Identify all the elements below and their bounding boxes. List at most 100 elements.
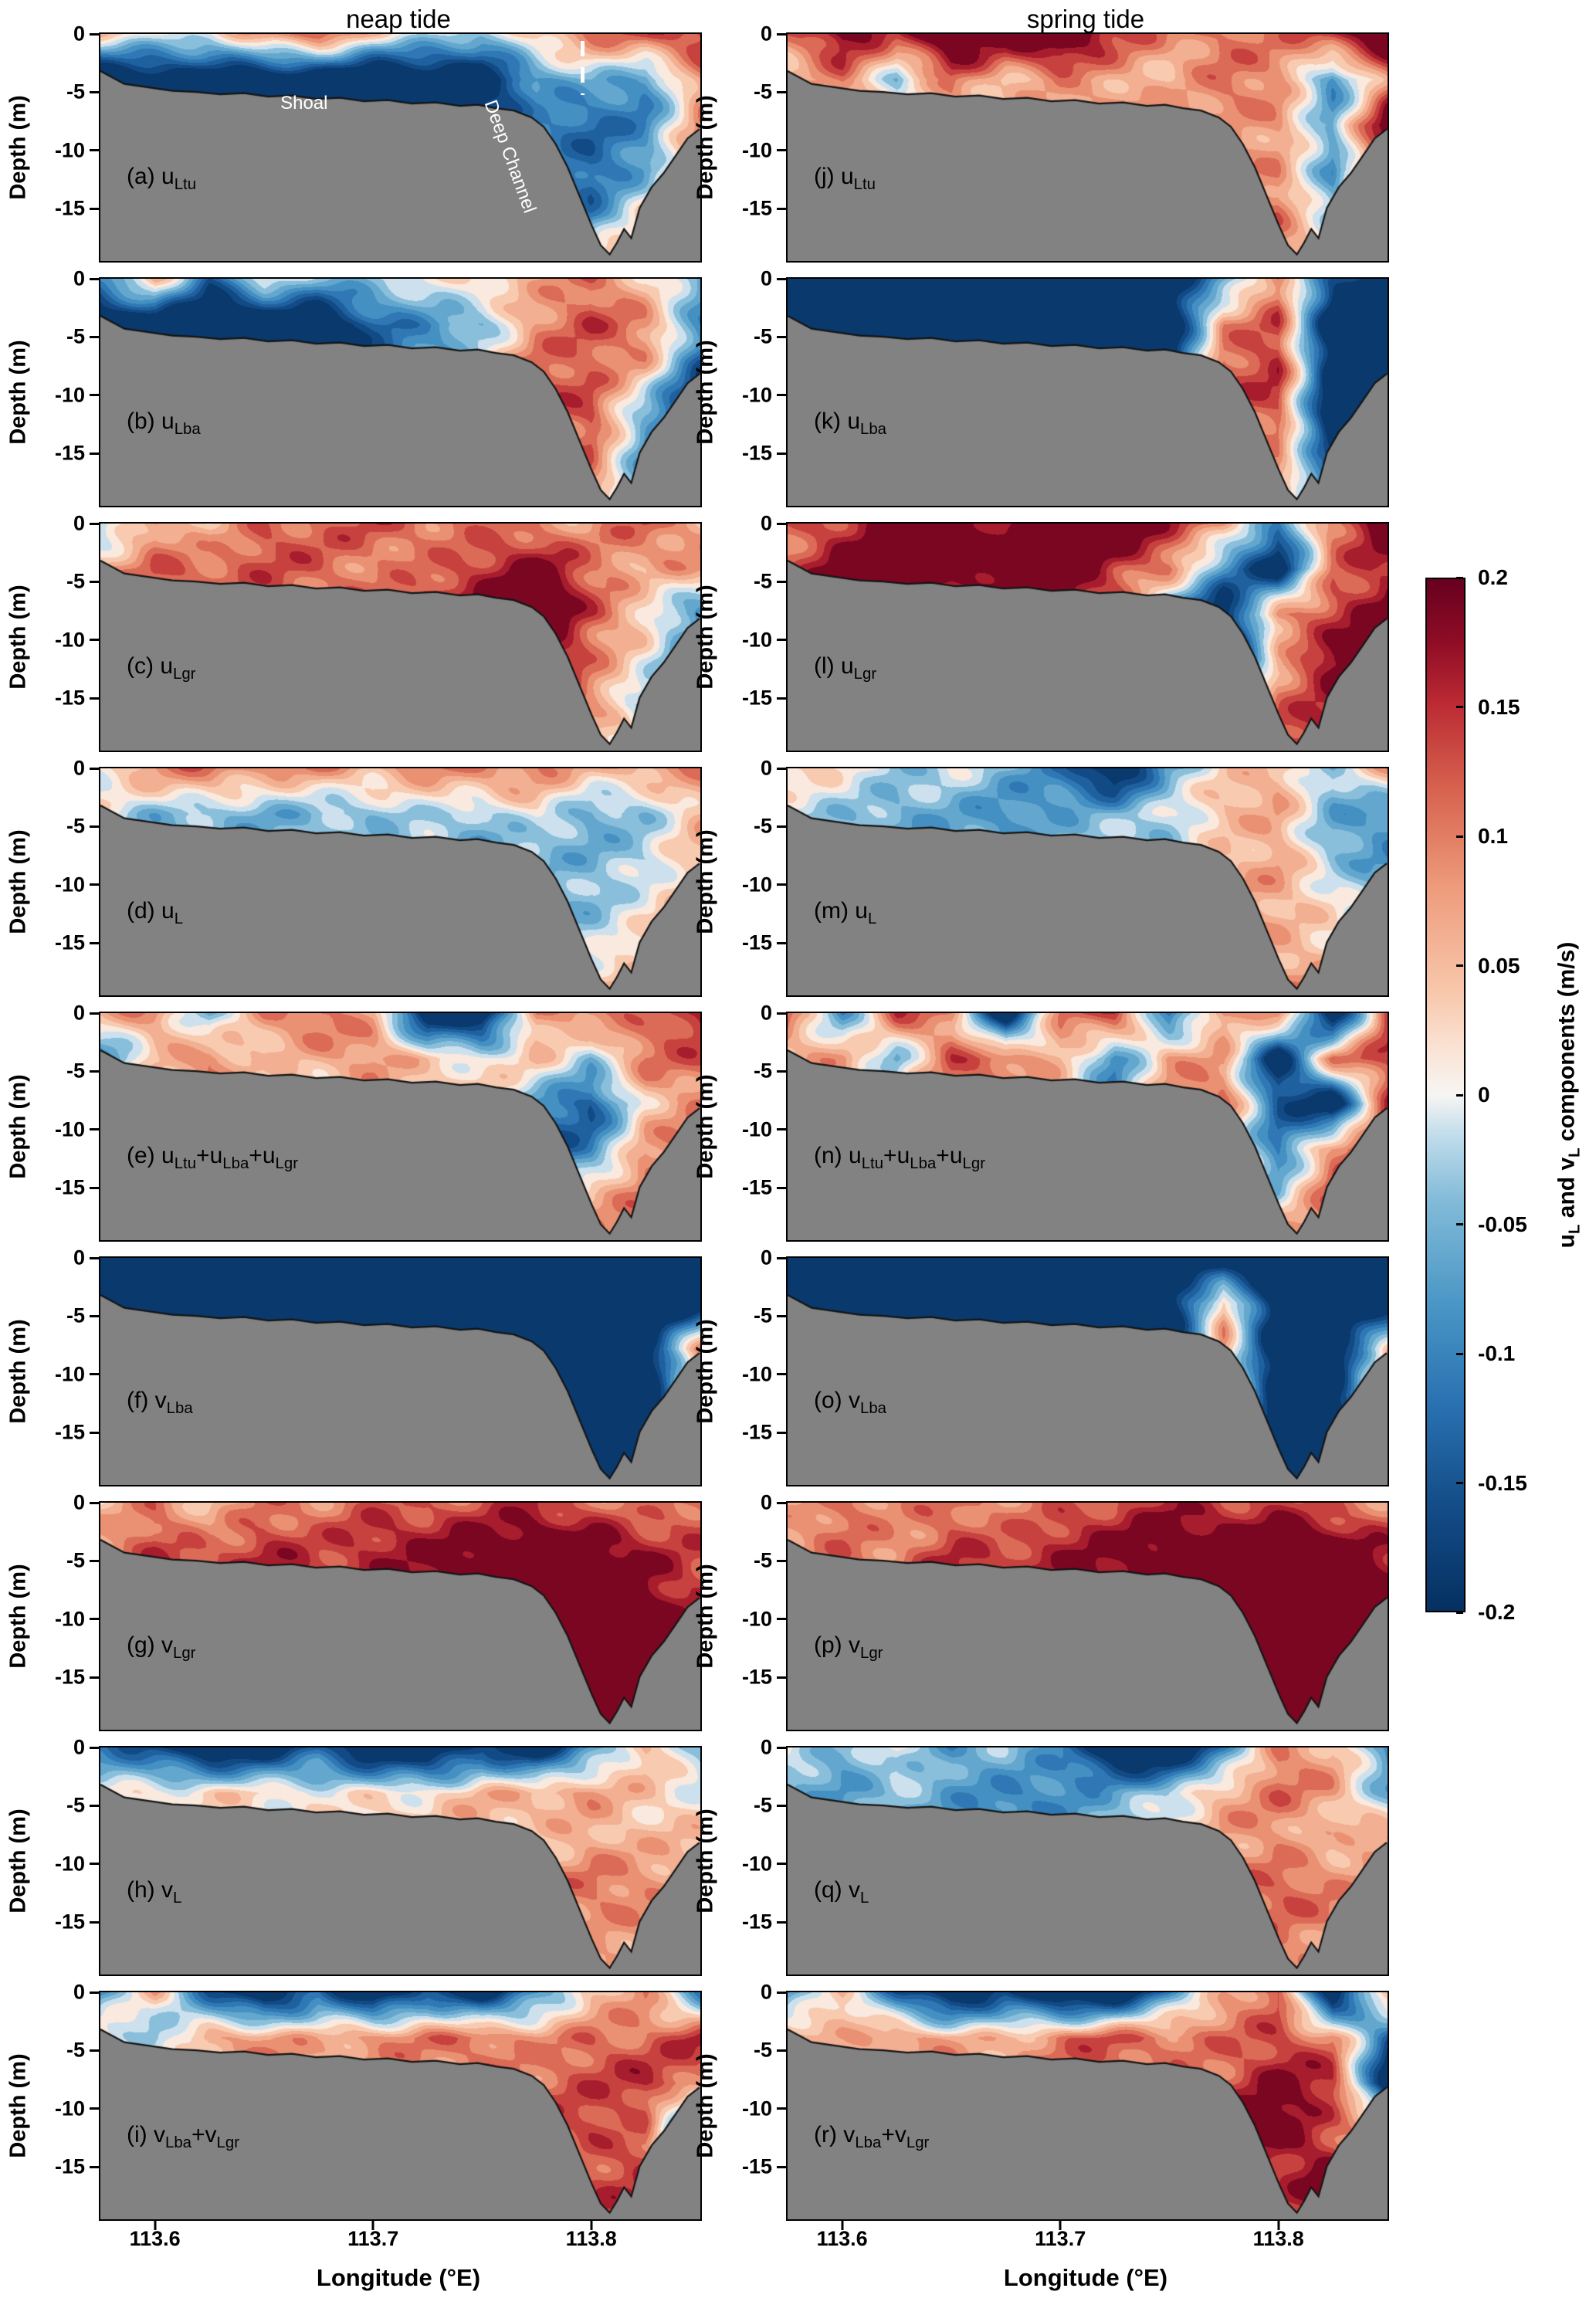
- y-tick-mark: [777, 2165, 786, 2168]
- y-tick-label: -15: [741, 686, 772, 710]
- colorbar-tick-label: 0.05: [1478, 953, 1520, 978]
- y-tick-mark: [777, 1920, 786, 1924]
- y-tick-label: -5: [66, 1303, 85, 1327]
- y-tick-label: 0: [73, 22, 85, 46]
- x-tick-mark: [590, 2221, 593, 2230]
- colorbar-tick-mark: [1456, 576, 1463, 579]
- y-tick-mark: [777, 767, 786, 770]
- y-tick-mark: [777, 32, 786, 36]
- y-tick-label: -10: [54, 1117, 85, 1141]
- y-tick-label: -5: [753, 80, 772, 103]
- y-tick-label: 0: [73, 1001, 85, 1025]
- y-tick-mark: [777, 2049, 786, 2052]
- y-tick-label: -5: [753, 1059, 772, 1083]
- contour-canvas: [788, 1503, 1388, 1730]
- contour-canvas: [788, 279, 1388, 506]
- x-tick-label: 113.7: [1035, 2227, 1086, 2250]
- panel-q: (q) vL Depth (m) 0 -5 -10 -15: [693, 1736, 1389, 1976]
- y-tick-mark: [90, 1069, 99, 1073]
- column-title-neap: neap tide: [346, 5, 451, 33]
- y-axis-label: Depth (m): [693, 829, 718, 934]
- y-tick-mark: [90, 1128, 99, 1131]
- panel-d: (d) uL Depth (m) 0 -5 -10 -15: [6, 757, 702, 997]
- y-tick-mark: [777, 1256, 786, 1259]
- y-tick-mark: [90, 207, 99, 210]
- panel-i: (i) vLba+vLgr Depth (m) 0 -5 -10 -15 113.6 113.…: [6, 1981, 702, 2250]
- x-tick-mark: [1059, 2221, 1062, 2230]
- panel-j: (j) uLtu Depth (m) 0 -5 -10 -15: [693, 22, 1389, 263]
- panel-b: (b) uLba Depth (m) 0 -5 -10 -15: [6, 267, 702, 507]
- y-tick-mark: [90, 1676, 99, 1679]
- y-tick-mark: [90, 1618, 99, 1621]
- y-tick-mark: [777, 883, 786, 886]
- panel-label: (h) vL: [127, 1877, 182, 1907]
- colorbar-tick-label: -0.1: [1478, 1341, 1516, 1365]
- panel-m: (m) uL Depth (m) 0 -5 -10 -15: [693, 757, 1389, 997]
- y-tick-mark: [777, 2107, 786, 2110]
- colorbar-tick-label: 0: [1478, 1083, 1490, 1107]
- x-axis-label-left: Longitude (°E): [316, 2264, 481, 2291]
- y-tick-label: -5: [753, 1303, 772, 1327]
- y-tick-mark: [777, 1676, 786, 1679]
- y-tick-mark: [90, 452, 99, 455]
- y-tick-mark: [777, 1069, 786, 1073]
- y-axis-label: Depth (m): [5, 1319, 31, 1424]
- y-tick-label: -5: [66, 1548, 85, 1572]
- y-tick-mark: [777, 452, 786, 455]
- y-tick-mark: [777, 522, 786, 525]
- colorbar: 0.2 0.15 0.1 0.05 0 -0.05 -0.1 -0.15 -0.2 uL and…: [1425, 565, 1584, 1624]
- panel-o: (o) vLba Depth (m) 0 -5 -10 -15: [693, 1246, 1389, 1486]
- y-tick-mark: [777, 1501, 786, 1504]
- contour-canvas: [788, 1013, 1388, 1240]
- y-tick-mark: [777, 1186, 786, 1189]
- y-tick-label: -10: [54, 1852, 85, 1876]
- colorbar-tick-mark: [1456, 1482, 1463, 1484]
- contour-canvas: [100, 524, 700, 751]
- panel-e: (e) uLtu+uLba+uLgr Depth (m) 0 -5 -10 -15: [6, 1002, 702, 1242]
- y-tick-mark: [90, 277, 99, 280]
- colorbar-tick-label: -0.15: [1478, 1470, 1527, 1495]
- panel-n: (n) uLtu+uLba+uLgr Depth (m) 0 -5 -10 -15: [693, 1002, 1389, 1242]
- y-tick-label: -15: [54, 1175, 85, 1199]
- panel-label: (r) vLba+vLgr: [814, 2122, 930, 2151]
- panel-label: (g) vLgr: [127, 1632, 196, 1662]
- y-tick-label: -15: [741, 930, 772, 954]
- y-tick-mark: [90, 1314, 99, 1317]
- panel-label: (f) vLba: [127, 1388, 193, 1417]
- panel-label: (e) uLtu+uLba+uLgr: [127, 1143, 298, 1172]
- panel-label: (n) uLtu+uLba+uLgr: [814, 1143, 985, 1172]
- colorbar-label: uL and vL components (m/s): [1554, 941, 1584, 1249]
- panel-label: (c) uLgr: [127, 653, 196, 683]
- y-tick-mark: [90, 394, 99, 397]
- contour-canvas: [100, 34, 700, 261]
- panel-label: (p) vLgr: [814, 1632, 883, 1662]
- y-tick-mark: [90, 1012, 99, 1015]
- y-tick-mark: [777, 941, 786, 944]
- contour-canvas: [100, 1503, 700, 1730]
- contour-canvas: [788, 1258, 1388, 1485]
- y-tick-mark: [90, 697, 99, 700]
- y-tick-mark: [777, 1991, 786, 1994]
- y-tick-label: -5: [66, 80, 85, 103]
- y-tick-label: -15: [741, 1665, 772, 1689]
- x-tick-label: 113.6: [816, 2227, 868, 2250]
- contour-canvas: [100, 1747, 700, 1975]
- panel-f: (f) vLba Depth (m) 0 -5 -10 -15: [6, 1246, 702, 1486]
- contour-canvas: [788, 1747, 1388, 1975]
- y-tick-label: -5: [753, 324, 772, 348]
- panel-k: (k) uLba Depth (m) 0 -5 -10 -15: [693, 267, 1389, 507]
- colorbar-tick-label: 0.1: [1478, 824, 1508, 848]
- y-axis-label: Depth (m): [693, 1319, 718, 1424]
- y-tick-label: -10: [741, 628, 772, 652]
- x-tick-mark: [154, 2221, 157, 2230]
- y-tick-mark: [777, 335, 786, 338]
- y-tick-label: -15: [54, 1665, 85, 1689]
- y-tick-mark: [777, 1559, 786, 1562]
- y-tick-mark: [777, 1373, 786, 1376]
- colorbar-tick-mark: [1456, 706, 1463, 708]
- contour-canvas: [100, 279, 700, 506]
- y-tick-mark: [90, 1431, 99, 1434]
- y-tick-label: -10: [741, 383, 772, 407]
- y-tick-mark: [90, 1746, 99, 1749]
- panel-label: (b) uLba: [127, 408, 201, 438]
